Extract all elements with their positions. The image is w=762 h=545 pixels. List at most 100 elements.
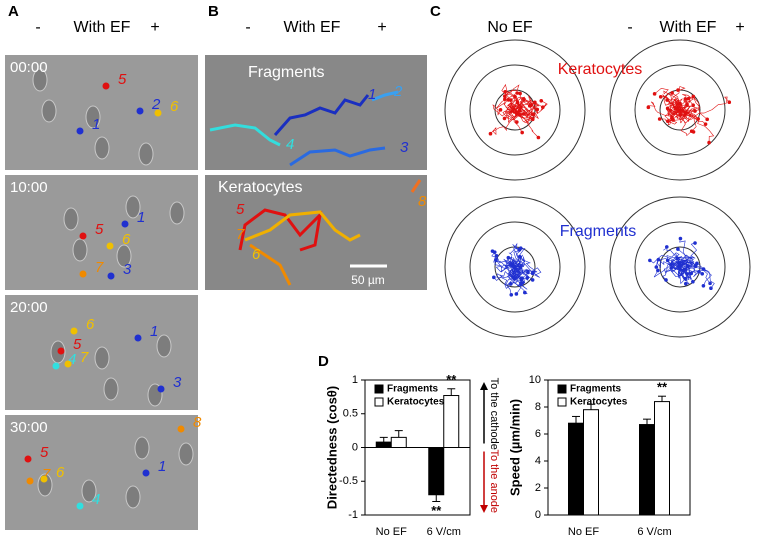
cell-body [169,201,185,225]
cell-dot [107,272,115,280]
header-title: With EF [660,19,717,36]
track [679,94,694,111]
y-tick-label: 0.5 [343,408,358,420]
track-end [531,113,536,117]
cell-label: 5 [95,221,104,238]
bar [654,401,670,516]
target-ring [659,246,701,288]
track-end [494,254,499,258]
cell-label: 6 [86,316,95,333]
track [514,95,540,111]
cell-label: 7 [80,349,89,366]
cell-label: 1 [150,323,158,340]
track-end [539,98,544,103]
cell-body [125,195,141,219]
track [672,98,683,119]
track-end [691,94,696,99]
track-end [656,257,661,262]
track-end [536,135,541,140]
track [679,96,730,118]
track [249,243,292,286]
track [679,96,701,124]
legend-swatch [557,384,567,394]
cell-label: 8 [418,193,427,210]
track [496,266,516,295]
track [492,104,516,117]
cell-label: 3 [123,261,132,278]
track [371,90,399,102]
cell-label: 6 [252,246,261,263]
cell-dot [121,220,129,228]
cell-label: 1 [137,209,145,226]
track-end [691,130,696,134]
track-end [503,89,507,94]
track-end [519,282,523,287]
direction-label: To the anode [488,449,500,513]
target-ring [444,196,586,338]
bar [390,436,407,448]
cell-body [81,479,97,503]
track-end [709,286,713,291]
cell-dot [57,347,65,355]
cell-body [72,238,88,262]
y-tick-label: 4 [535,455,541,467]
track-end [488,131,493,136]
track-end [676,102,681,106]
track [649,255,681,268]
track-end [494,258,498,262]
cell-dot [177,425,185,433]
cell-label: 3 [400,139,409,156]
timestamp: 20:00 [10,299,48,316]
header-minus: - [627,19,632,36]
track-end [727,100,732,105]
cell-body [156,334,172,358]
track [679,261,715,289]
header-plus: + [735,19,744,36]
track-end [517,112,522,117]
cell-dot [52,362,60,370]
track-end [678,236,683,241]
track [664,105,681,121]
cell-body [32,68,48,92]
track-end [707,140,711,145]
track [514,109,532,119]
y-tick-label: 0 [535,509,541,521]
track-end [648,258,652,263]
timestamp: 10:00 [10,179,48,196]
track [209,123,281,147]
track [511,261,521,276]
track [670,264,683,279]
cell-dot [24,455,32,463]
cell-body [63,207,79,231]
track-end [691,279,695,284]
track-end [492,275,496,280]
bar [428,447,445,496]
track [508,105,523,133]
cell-body [94,346,110,370]
cell-dot [106,242,114,250]
track [514,93,532,111]
track-end [541,105,545,110]
target-ring [634,64,726,156]
track-end [658,95,663,99]
track [244,210,361,242]
track-end [686,96,691,101]
significance: ** [431,503,442,518]
target-ring [444,39,586,181]
track-end [670,91,674,95]
cell-label: 4 [68,351,76,368]
track-end [654,265,659,269]
arrow-head [480,505,488,513]
y-tick-label: -1 [348,509,358,521]
track-end [678,266,682,271]
cell-dot [136,107,144,115]
cell-body [125,485,141,509]
cell-body [85,105,101,129]
significance: ** [657,380,668,395]
cell-label: 6 [56,464,65,481]
cell-label: 5 [40,444,49,461]
track-end [693,241,697,245]
x-tick-label: 6 V/cm [427,526,461,538]
cell-label: 3 [173,374,182,391]
